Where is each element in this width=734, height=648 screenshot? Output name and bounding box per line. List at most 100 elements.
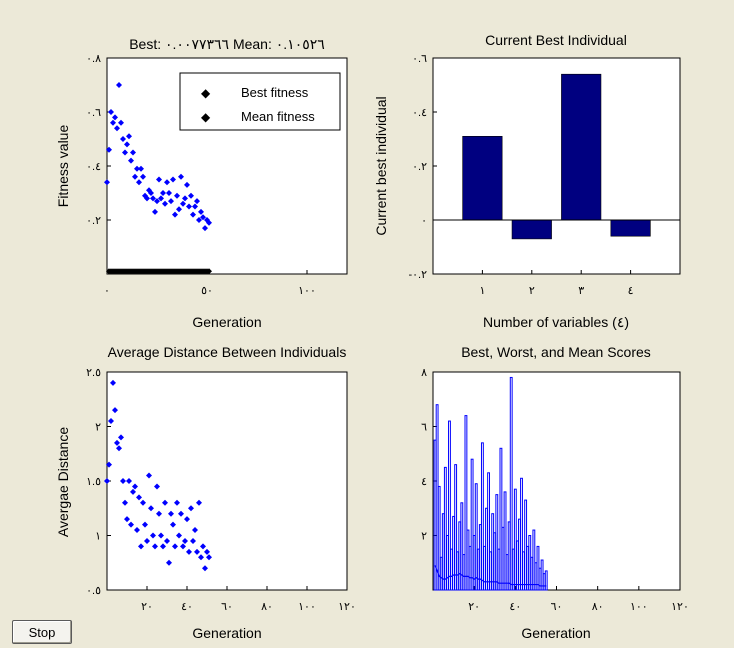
score-bar xyxy=(454,464,458,591)
x-tick-label: ٥٠ xyxy=(201,285,213,297)
mean-fitness-point xyxy=(202,225,208,232)
avg-distance-ticks: ٠.٥ ١ ١.٥ ٢ ٢.٥ ٢٠ ٤٠ ٦٠ ٨٠ ١٠٠ ١٢٠ xyxy=(86,367,356,613)
avg-distance-plot: Average Distance Between Individuals Gen… xyxy=(55,344,356,641)
mean-fitness-point xyxy=(108,109,114,115)
fitness-xlabel: Generation xyxy=(192,314,261,330)
mean-fitness-point xyxy=(178,173,184,180)
best-individual-title: Current Best Individual xyxy=(485,32,627,48)
distance-point xyxy=(204,548,210,555)
y-tick-label: ٠.٨ xyxy=(86,53,101,65)
mean-fitness-point xyxy=(174,192,180,199)
variable-bar xyxy=(462,136,503,221)
mean-fitness-point xyxy=(132,173,138,180)
mean-fitness-point xyxy=(118,119,124,126)
distance-point xyxy=(192,527,198,534)
y-tick-label: ١.٥ xyxy=(86,476,101,488)
scores-title: Best, Worst, and Mean Scores xyxy=(461,344,651,360)
distance-point xyxy=(194,548,200,555)
score-bar xyxy=(520,477,523,591)
stop-button[interactable]: Stop xyxy=(12,620,72,644)
mean-fitness-point xyxy=(112,114,118,121)
distance-point xyxy=(200,543,206,550)
distance-point xyxy=(182,537,188,544)
mean-fitness-point xyxy=(106,146,112,153)
distance-point xyxy=(158,532,164,539)
distance-point xyxy=(164,537,170,544)
score-bar xyxy=(460,502,464,591)
distance-point xyxy=(128,521,134,528)
distance-point xyxy=(170,521,176,528)
best-individual-ticks: -٠.٢ ٠ ٠.٢ ٠.٤ ٠.٦ ١ ٢ ٣ ٤ xyxy=(408,53,633,297)
y-tick-label: ٠.٢ xyxy=(86,215,101,227)
x-tick-label: ٨٠ xyxy=(592,601,604,613)
mean-fitness-point xyxy=(184,181,190,188)
mean-fitness-point xyxy=(190,211,196,218)
mean-fitness-point xyxy=(136,179,142,186)
mean-fitness-point xyxy=(172,211,178,218)
mean-fitness-point xyxy=(166,190,172,196)
mean-fitness-point xyxy=(186,203,192,210)
mean-fitness-point xyxy=(134,165,140,172)
distance-point xyxy=(196,499,202,506)
score-bar xyxy=(495,494,499,591)
mean-fitness-point xyxy=(138,165,144,172)
avg-distance-xlabel: Generation xyxy=(192,625,261,641)
distance-point xyxy=(114,439,120,446)
x-tick-label: ٦٠ xyxy=(221,601,233,613)
mean-fitness-point xyxy=(116,82,122,88)
distance-point xyxy=(108,418,114,425)
distance-point xyxy=(178,510,184,517)
avg-distance-title: Average Distance Between Individuals xyxy=(108,344,347,360)
x-tick-label: ١ xyxy=(479,285,485,297)
mean-fitness-point xyxy=(122,149,128,156)
mean-fitness-point xyxy=(158,195,164,202)
fitness-ticks: ٠.٢ ٠.٤ ٠.٦ ٠.٨ ٠ ٥٠ ١٠٠ xyxy=(86,53,316,297)
score-bar xyxy=(474,483,478,591)
y-tick-label: ٤ xyxy=(421,476,427,488)
score-bar xyxy=(503,491,507,591)
distance-point xyxy=(142,521,148,528)
scores-plot: Best, Worst, and Mean Scores Generation … xyxy=(421,344,689,641)
x-tick-label: ١٢٠ xyxy=(671,601,689,613)
x-tick-label: ١٠٠ xyxy=(298,285,316,297)
distance-point xyxy=(180,543,186,550)
mean-fitness-point xyxy=(148,190,154,196)
mean-fitness-point xyxy=(160,190,166,196)
distance-point xyxy=(104,478,110,484)
scores-ticks: ٢ ٤ ٦ ٨ ٢٠ ٤٠ ٦٠ ٨٠ ١٠٠ ١٢٠ xyxy=(421,367,689,613)
distance-point xyxy=(120,478,126,484)
scores-marks xyxy=(433,376,548,591)
mean-fitness-point xyxy=(104,179,110,186)
mean-fitness-point xyxy=(206,219,212,226)
y-tick-label: ١ xyxy=(95,531,101,543)
distance-point xyxy=(176,532,182,539)
score-bar xyxy=(443,466,447,591)
mean-fitness-point xyxy=(176,206,182,213)
distance-point xyxy=(124,516,130,523)
x-tick-label: ٢٠ xyxy=(141,601,153,613)
distance-point xyxy=(156,510,162,517)
distance-point xyxy=(140,499,146,506)
distance-point xyxy=(144,537,150,544)
x-tick-label: ٤٠ xyxy=(181,601,193,613)
fitness-plot: Best: ٠.٠٠٧٧٣٦٦ Mean: ٠.١٠٥٢٦ Generation… xyxy=(55,36,348,330)
y-tick-label: ٠ xyxy=(421,215,427,227)
mean-fitness-point xyxy=(180,200,186,207)
x-tick-label: ٠ xyxy=(104,285,110,297)
legend-label-best: Best fitness xyxy=(241,85,309,100)
avg-distance-marks xyxy=(104,379,212,572)
score-bar xyxy=(532,529,536,591)
x-tick-label: ٨٠ xyxy=(261,601,273,613)
mean-fitness-point xyxy=(124,141,130,148)
y-tick-label: -٠.٢ xyxy=(408,269,427,281)
legend-marker-mean: ◆ xyxy=(201,110,211,124)
mean-score-line xyxy=(434,565,547,587)
y-tick-label: ٠.٤ xyxy=(86,161,101,173)
distance-point xyxy=(168,510,174,517)
x-tick-label: ١٢٠ xyxy=(338,601,356,613)
mean-fitness-point xyxy=(156,176,162,183)
legend-label-mean: Mean fitness xyxy=(241,109,315,124)
mean-fitness-point xyxy=(140,173,146,180)
mean-fitness-point xyxy=(168,198,174,205)
